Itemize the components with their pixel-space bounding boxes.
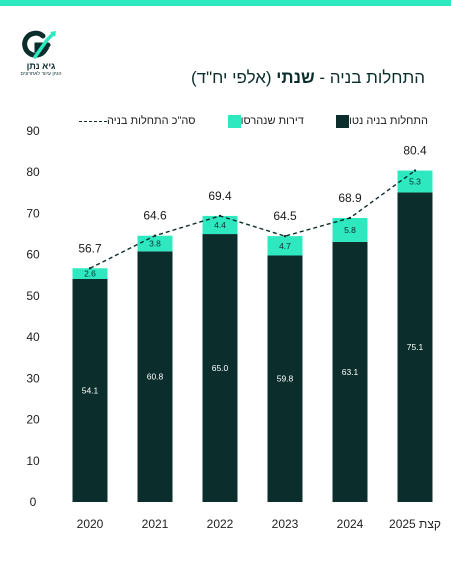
point-total-starts <box>283 234 287 238</box>
x-category-label: קצת 2025 <box>389 517 441 531</box>
legend-swatch-total <box>79 120 107 122</box>
y-tick-label: 20 <box>26 413 40 427</box>
chart-title-prefix: התחלות בניה - <box>314 68 425 87</box>
data-label-demolished: 3.8 <box>149 239 161 249</box>
top-accent-strip <box>0 0 451 6</box>
x-category-label: 2024 <box>337 517 364 531</box>
y-tick-label: 70 <box>26 206 40 220</box>
y-tick-label: 0 <box>30 495 37 509</box>
y-tick-label: 10 <box>26 454 40 468</box>
legend-label-total: סה"כ התחלות בניה <box>107 115 196 127</box>
legend-swatch-demolished <box>227 114 241 128</box>
legend-label-net-starts: התחלות בניה נטו <box>349 115 428 127</box>
legend-swatch-net-starts <box>336 114 349 128</box>
bar-net-starts <box>72 278 108 502</box>
data-label-net-starts: 59.8 <box>277 374 294 384</box>
data-label-total: 80.4 <box>403 144 427 158</box>
y-tick-label: 80 <box>26 165 40 179</box>
data-label-net-starts: 65.0 <box>212 363 229 373</box>
data-label-net-starts: 54.1 <box>82 385 99 395</box>
x-category-label: 2023 <box>272 517 299 531</box>
bar-demolished <box>72 268 108 279</box>
data-label-demolished: 5.3 <box>409 176 421 186</box>
data-label-total: 64.5 <box>273 209 297 223</box>
x-category-label: 2021 <box>142 517 169 531</box>
data-label-total: 64.6 <box>143 209 167 223</box>
bar-net-starts <box>267 255 303 502</box>
brand-tagline: הגיון עיוור לאחרונים <box>20 71 62 77</box>
legend-item-demolished: דירות שנהרסו <box>221 114 304 128</box>
bar-net-starts <box>397 192 433 502</box>
data-label-demolished: 4.4 <box>214 220 226 230</box>
point-total-starts <box>348 216 352 220</box>
data-label-total: 56.7 <box>78 241 102 255</box>
brand-logo-icon <box>22 30 56 59</box>
chart-legend: התחלות בניה נטו דירות שנהרסו סה"כ התחלות… <box>72 113 428 129</box>
data-label-net-starts: 63.1 <box>342 367 359 377</box>
bar-net-starts <box>202 234 238 503</box>
line-total-starts <box>89 170 416 269</box>
bar-net-starts <box>332 241 368 503</box>
brand-name: גיא נתן <box>26 61 56 71</box>
point-total-starts <box>88 267 92 270</box>
data-label-demolished: 4.7 <box>279 241 291 251</box>
y-tick-label: 90 <box>26 124 40 138</box>
y-tick-label: 60 <box>26 248 40 262</box>
point-total-starts <box>218 214 222 218</box>
chart-title: התחלות בניה - שנתי (אלפי יח"ד) <box>191 68 425 88</box>
bar-demolished <box>332 217 368 242</box>
bar-demolished <box>267 236 303 256</box>
chart-title-suffix: (אלפי יח"ד) <box>191 68 277 87</box>
data-label-demolished: 2.6 <box>84 269 96 279</box>
bar-demolished <box>397 170 433 193</box>
y-tick-label: 40 <box>26 330 40 344</box>
data-label-net-starts: 60.8 <box>147 372 164 382</box>
chart-title-emphasis: שנתי <box>276 68 315 87</box>
y-tick-label: 30 <box>26 371 40 385</box>
data-label-total: 69.4 <box>208 189 232 203</box>
data-label-total: 68.9 <box>338 191 362 205</box>
bar-demolished <box>202 215 238 235</box>
point-total-starts <box>153 234 157 237</box>
legend-label-demolished: דירות שנהרסו <box>240 115 304 127</box>
legend-item-net-starts: התחלות בניה נטו <box>329 114 428 128</box>
x-category-label: 2022 <box>207 517 234 531</box>
legend-item-total: סה"כ התחלות בניה <box>72 115 195 127</box>
brand-logo: גיא נתן הגיון עיוור לאחרונים <box>8 30 74 82</box>
y-tick-label: 50 <box>26 289 40 303</box>
x-category-label: 2020 <box>77 517 104 531</box>
data-label-demolished: 5.8 <box>344 225 356 235</box>
data-label-net-starts: 75.1 <box>407 342 424 352</box>
bar-net-starts <box>137 251 173 502</box>
point-total-starts <box>413 169 417 172</box>
